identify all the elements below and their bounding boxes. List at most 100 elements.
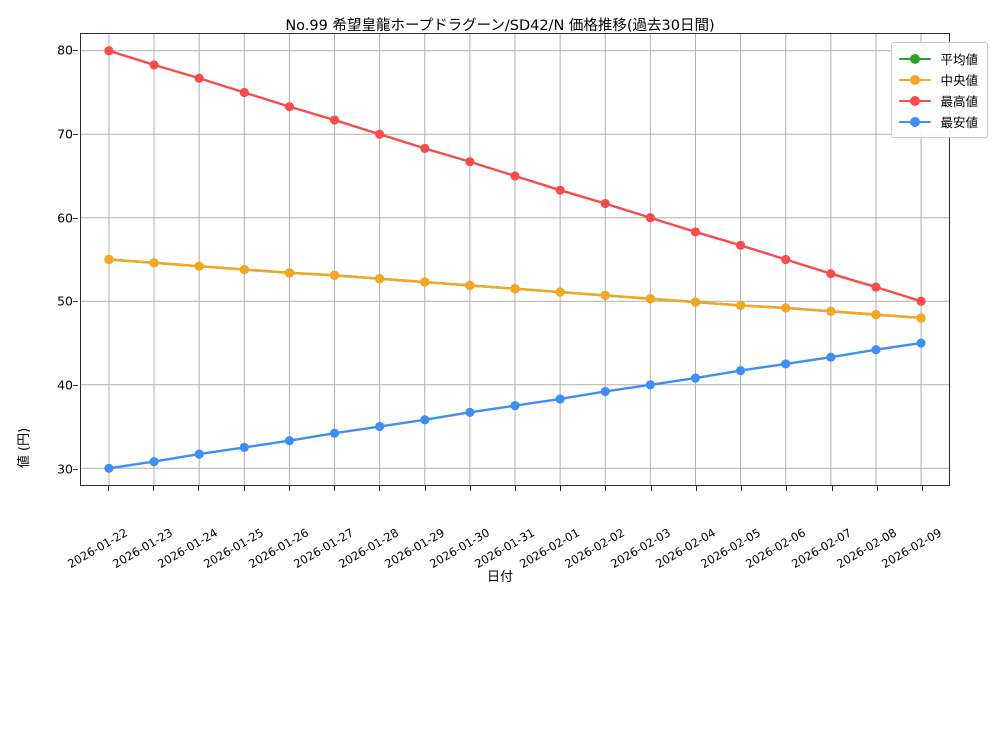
data-point	[465, 280, 475, 290]
series-最安値	[104, 338, 926, 473]
chart-figure: No.99 希望皇龍ホープドラグーン/SD42/N 価格推移(過去30日間) 値…	[0, 18, 988, 585]
data-point	[104, 254, 114, 265]
x-axis-tick-mark	[695, 486, 697, 491]
legend-marker-icon	[910, 116, 921, 127]
data-point	[871, 282, 881, 292]
data-point	[690, 227, 701, 237]
x-axis-tick-mark	[198, 486, 200, 491]
data-point	[149, 60, 159, 70]
x-axis-tick-mark	[876, 486, 878, 491]
x-axis-tick-mark	[922, 486, 923, 491]
legend-item-中央値[interactable]: 中央値	[899, 69, 978, 90]
data-point	[826, 269, 836, 279]
data-point	[465, 407, 475, 417]
data-point	[781, 254, 791, 265]
data-point	[510, 171, 520, 181]
y-axis-tick-mark	[73, 469, 78, 471]
y-axis-tick-label: 30	[57, 461, 73, 477]
data-point	[194, 261, 204, 271]
series-最高値	[104, 46, 926, 306]
data-point	[736, 365, 746, 376]
x-axis-tick-mark	[108, 486, 109, 491]
data-point	[736, 240, 746, 250]
data-point	[104, 46, 114, 56]
legend-marker-icon	[910, 95, 921, 106]
legend-item-平均値[interactable]: 平均値	[899, 48, 978, 69]
legend-swatch-icon	[899, 95, 932, 107]
y-axis-tick-mark	[73, 385, 78, 387]
data-point	[645, 294, 655, 304]
x-axis-tick-mark	[153, 486, 155, 491]
x-axis-tick-mark	[786, 486, 788, 491]
y-axis-tick-mark	[73, 49, 78, 51]
data-point	[194, 73, 204, 83]
data-point	[420, 415, 430, 425]
data-point	[781, 303, 791, 313]
data-point	[781, 359, 791, 369]
y-axis-tick-mark	[73, 217, 78, 219]
data-point	[645, 380, 655, 390]
data-point	[149, 457, 159, 467]
legend-swatch-icon	[899, 116, 932, 128]
data-point	[555, 185, 565, 195]
legend-swatch-icon	[899, 53, 932, 65]
chart-legend: 平均値中央値最高値最安値	[891, 42, 988, 138]
y-axis-tick-label: 40	[57, 377, 73, 393]
data-point	[510, 401, 520, 411]
data-point	[645, 213, 655, 223]
y-axis-tick-labels: 30 40 50 60 70 80	[20, 33, 73, 486]
data-point	[284, 268, 294, 278]
legend-swatch-icon	[899, 74, 932, 86]
data-point	[916, 338, 926, 348]
data-point	[510, 284, 520, 294]
legend-marker-icon	[910, 74, 921, 85]
data-point	[690, 373, 701, 383]
data-point	[375, 421, 385, 432]
legend-label: 平均値	[940, 52, 978, 67]
legend-item-最高値[interactable]: 最高値	[899, 90, 978, 111]
y-axis-tick-label: 70	[57, 126, 73, 142]
legend-marker-icon	[910, 53, 921, 64]
x-axis-tick-mark	[288, 486, 290, 491]
chart-title: No.99 希望皇龍ホープドラグーン/SD42/N 価格推移(過去30日間)	[285, 18, 715, 34]
data-point	[194, 449, 204, 459]
y-axis-tick-mark	[73, 301, 78, 303]
data-point	[600, 290, 610, 300]
x-axis-label: 日付	[486, 570, 513, 585]
x-axis-tick-mark	[741, 486, 743, 491]
y-axis-tick-label: 80	[57, 42, 73, 58]
data-point	[239, 87, 249, 98]
legend-item-最安値[interactable]: 最安値	[899, 111, 978, 132]
x-axis-tick-mark	[560, 486, 562, 491]
data-point	[284, 102, 294, 112]
x-axis-tick-mark	[469, 486, 471, 491]
grid-lines	[81, 34, 949, 485]
data-point	[916, 296, 926, 306]
data-point	[149, 258, 159, 268]
data-point	[375, 274, 385, 284]
x-axis-tick-mark	[605, 486, 607, 491]
series-中央値	[104, 254, 926, 323]
x-axis-tick-mark	[334, 486, 336, 491]
data-point	[104, 463, 114, 473]
data-point	[329, 428, 340, 438]
data-point	[916, 313, 926, 323]
data-point	[239, 442, 249, 452]
legend-label: 最高値	[940, 94, 978, 109]
legend-label: 最安値	[940, 115, 978, 130]
legend-label: 中央値	[940, 73, 978, 88]
plot-area	[80, 33, 950, 486]
data-series-layer	[104, 46, 926, 473]
y-axis-tick-marks	[0, 33, 80, 486]
data-point	[465, 157, 475, 167]
data-point	[600, 386, 610, 397]
x-axis-tick-marks	[80, 486, 950, 492]
x-axis-tick-mark	[379, 486, 381, 491]
y-axis-tick-label: 60	[57, 210, 73, 226]
data-point	[284, 436, 294, 446]
x-axis-tick-mark	[831, 486, 833, 491]
data-point	[555, 394, 565, 404]
x-axis-tick-mark	[650, 486, 652, 491]
y-axis-tick-mark	[73, 133, 78, 135]
data-point	[871, 345, 881, 355]
